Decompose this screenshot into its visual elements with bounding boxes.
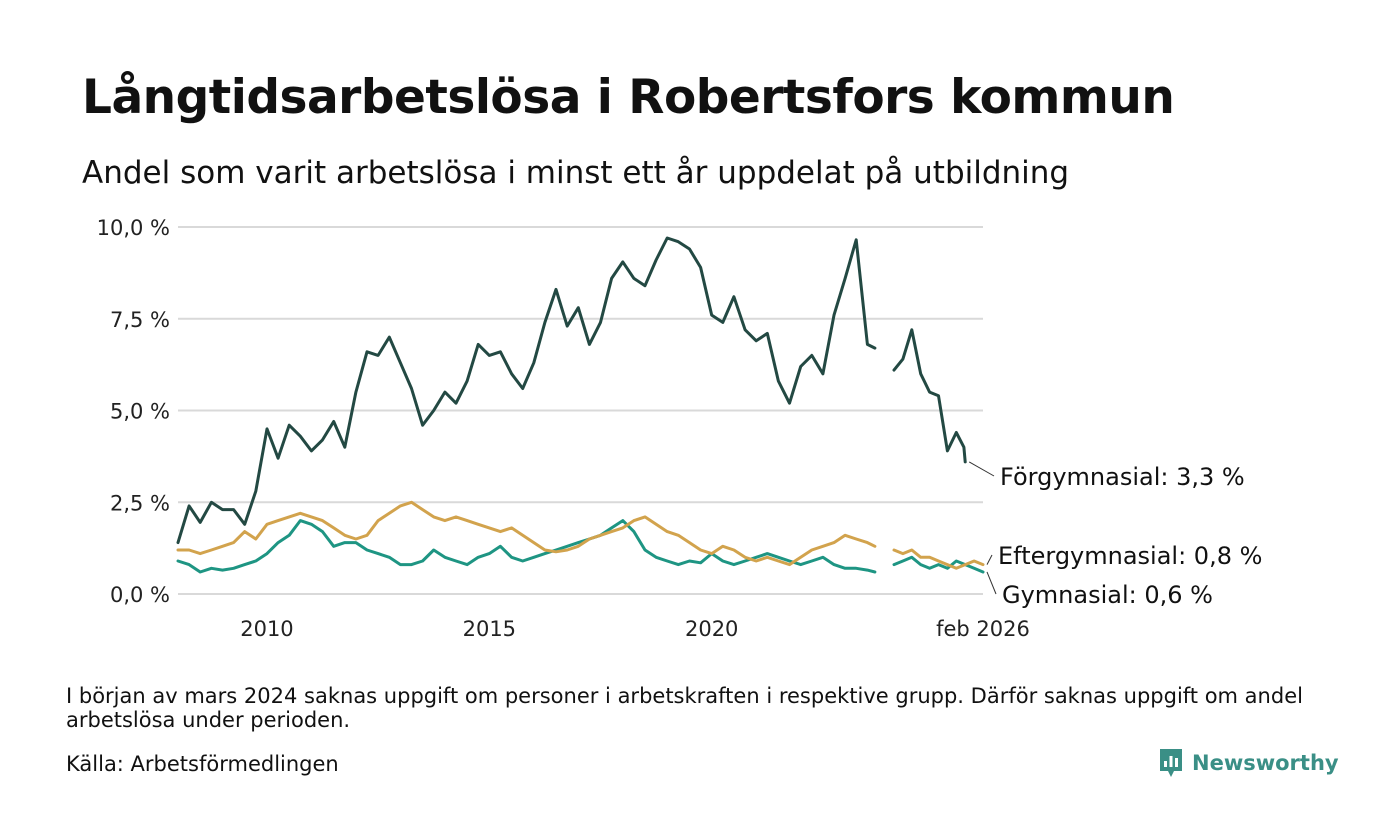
series-end-labels: Förgymnasial: 3,3 % Gymnasial: 0,6 % Efter… [968, 461, 1262, 609]
chart-title: Långtidsarbetslösa i Robertsfors kommun [82, 70, 1175, 125]
series-line-forgymnasial-after-gap [892, 328, 967, 464]
newsworthy-logo-icon [1160, 749, 1182, 777]
series-lines [176, 236, 985, 574]
series-line-eftergymnasial-before-gap [176, 500, 877, 567]
y-tick-label: 7,5 % [110, 308, 170, 332]
x-tick-label: feb 2026 [936, 617, 1030, 641]
x-tick-label: 2020 [685, 617, 738, 641]
line-chart: 0,0 % 2,5 % 5,0 % 7,5 % 10,0 % 2010 2015 2020 f… [97, 216, 1263, 641]
series-line-eftergymnasial-after-gap [892, 548, 985, 570]
series-line-forgymnasial-before-gap [176, 236, 877, 545]
y-tick-label: 2,5 % [110, 491, 170, 515]
y-axis-ticks: 0,0 % 2,5 % 5,0 % 7,5 % 10,0 % [97, 216, 170, 607]
series-label-forgymnasial: Förgymnasial: 3,3 % [1000, 463, 1245, 491]
series-line-gymnasial-before-gap [176, 519, 877, 574]
grid-lines [178, 226, 983, 595]
x-axis-ticks: 2010 2015 2020 feb 2026 [240, 617, 1030, 641]
brand-name: Newsworthy [1192, 751, 1339, 775]
x-tick-label: 2015 [463, 617, 516, 641]
brand-logo: Newsworthy [1158, 747, 1339, 779]
source-credit: Källa: Arbetsförmedlingen [66, 752, 339, 776]
series-line-gymnasial-after-gap [892, 555, 985, 574]
chart-subtitle: Andel som varit arbetslösa i minst ett å… [82, 155, 1070, 191]
series-label-gymnasial: Gymnasial: 0,6 % [1002, 581, 1213, 609]
y-tick-label: 5,0 % [110, 400, 170, 424]
label-leader-forgymnasial [968, 461, 995, 477]
x-tick-label: 2010 [240, 617, 293, 641]
footnote: I början av mars 2024 saknas uppgift om … [66, 684, 1303, 732]
label-leader-gymnasial [986, 571, 997, 595]
series-label-eftergymnasial: Eftergymnasial: 0,8 % [998, 542, 1262, 570]
y-tick-label: 0,0 % [110, 583, 170, 607]
y-tick-label: 10,0 % [97, 216, 170, 240]
label-leader-eftergymnasial [986, 554, 993, 565]
